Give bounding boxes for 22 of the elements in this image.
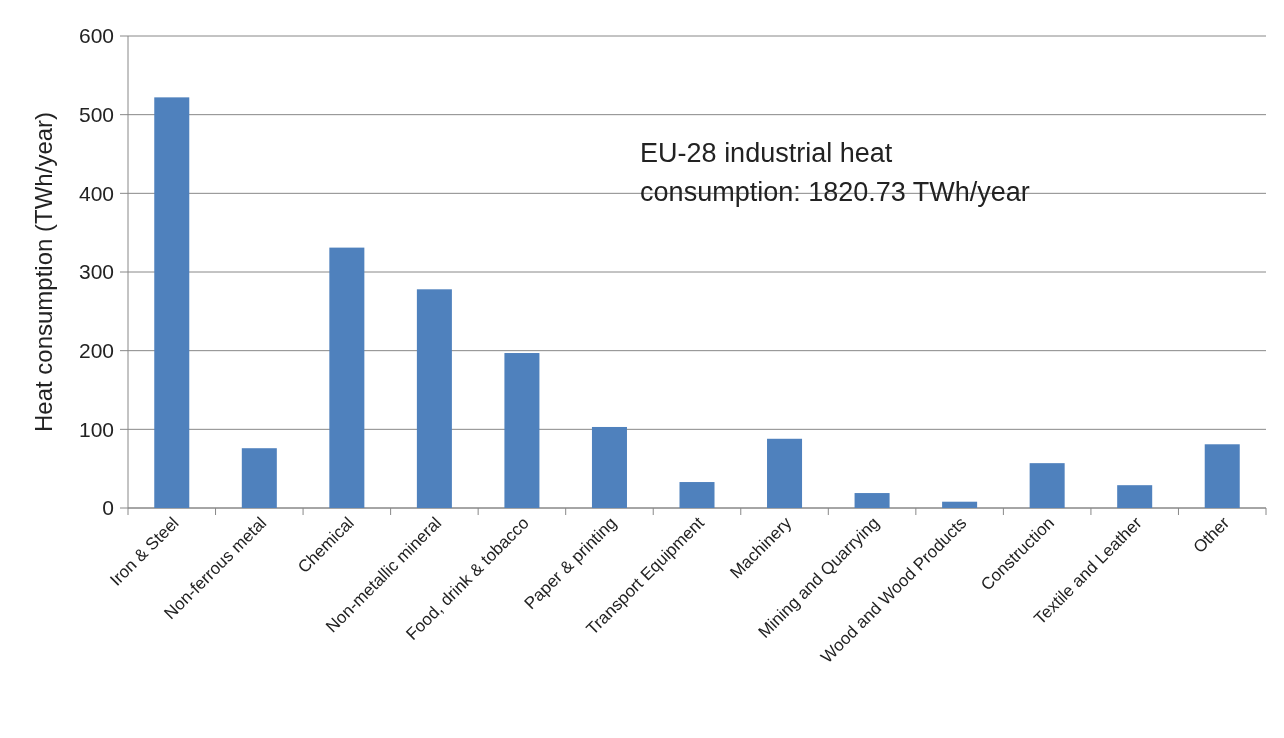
y-tick-label: 400 xyxy=(78,181,114,205)
bar xyxy=(1204,444,1240,508)
annotation: EU-28 industrial heat consumption: 1820.73 TWh/year xyxy=(640,137,1030,208)
bar xyxy=(1029,463,1065,508)
y-tick-label: 200 xyxy=(78,339,114,363)
bar xyxy=(767,438,803,508)
y-tick-label: 500 xyxy=(78,103,114,127)
bar xyxy=(942,501,978,508)
y-axis-title: Heat consumption (TWh/year) xyxy=(30,111,57,433)
y-tick-label: 0 xyxy=(102,496,114,520)
bar xyxy=(154,97,190,508)
bar xyxy=(591,426,627,508)
bar xyxy=(1117,485,1153,508)
y-tick-label: 300 xyxy=(78,260,114,284)
bar xyxy=(241,448,277,508)
bar xyxy=(679,482,715,508)
bar xyxy=(854,493,890,508)
y-tick-label: 600 xyxy=(78,24,114,48)
bar xyxy=(329,247,365,508)
y-tick-label: 100 xyxy=(78,417,114,441)
bar xyxy=(504,353,540,508)
bar xyxy=(416,289,452,508)
